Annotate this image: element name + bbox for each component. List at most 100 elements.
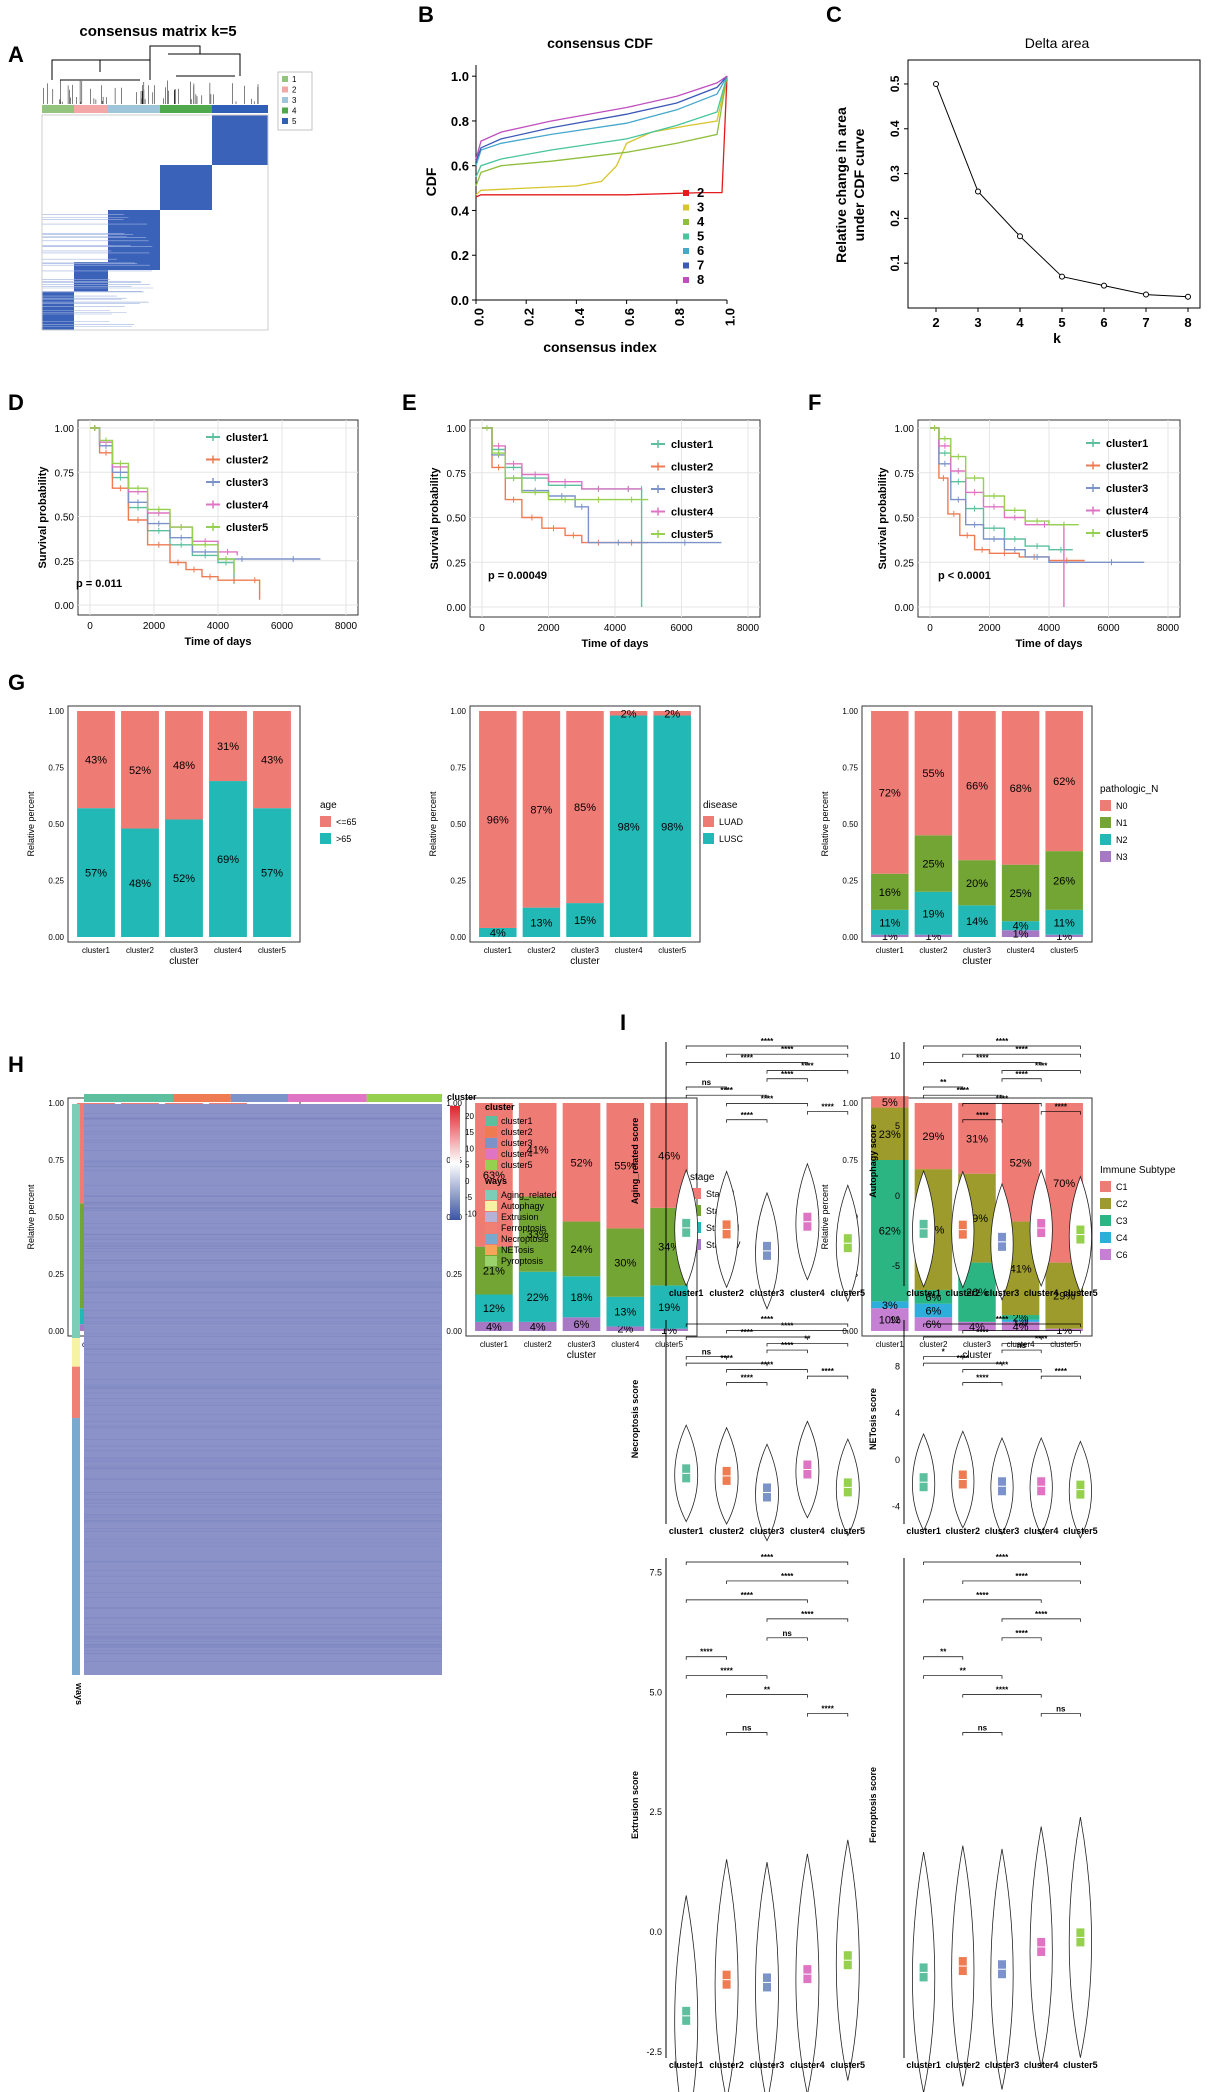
sig-bracket [923,1561,1081,1565]
bar-value-label: 2% [664,708,680,720]
plot-frame [907,59,1201,309]
bar-segment-stageiii [518,1271,557,1322]
y-axis-label: Ferroptosis score [868,1767,878,1843]
x-axis-label: Time of days [184,636,251,648]
bar-value-label: 19% [922,908,944,920]
sig-bracket [923,1086,964,1090]
legend-swatch [485,1116,497,1126]
violin-panel: Necroptosis score cluster1 cluster2 cluster… [630,1315,865,1542]
violin-panel: Ferroptosis score cluster1 cluster2 cluster… [868,1553,1098,2092]
sig-bracket [1001,1343,1081,1347]
y-axis-label: Extrusion score [630,1771,640,1839]
bar-segment-n2 [958,905,996,937]
cluster-bar-segment [42,105,74,113]
y-tick-label: 0.25 [446,1270,462,1279]
y-tick-label: 0.75 [842,764,858,773]
x-tick-label: cluster5 [1063,2060,1098,2070]
bar-value-label: 6% [925,1305,941,1317]
y-tick-label: 5.0 [649,1687,662,1697]
p-value: p < 0.0001 [938,570,991,582]
y-tick-label: 2.5 [649,1807,662,1817]
bar-value-label: 52% [173,873,195,885]
panel-letter-d: D [8,390,24,415]
y-tick-label: 0 [895,1191,900,1201]
x-tick-label: cluster3 [985,1526,1020,1536]
cdf-line-k8 [475,75,728,160]
legend-swatch [1100,1249,1111,1260]
legend-swatch [485,1234,497,1244]
legend-label: 4 [292,107,297,116]
km-censor-marks [934,425,1065,528]
bar-segment-luad [609,711,648,716]
legend-label: Extrusion [501,1212,539,1222]
p-value: p = 0.00049 [488,570,547,582]
legend-label: Pyroptosis [501,1256,544,1266]
violin-panel: NETosis score 12 8 4 0 -4 cluster1 cluster2 clus… [868,1315,1098,1539]
legend-label: 5 [697,229,704,244]
legend-swatch [1100,1181,1111,1192]
bar-value-label: 52% [570,1157,592,1169]
panel-letter-c: C [826,2,842,27]
legend-label: cluster5 [501,1160,533,1170]
legend-swatch [485,1223,497,1233]
sig-bracket [962,1732,1003,1736]
legend-label: N2 [1116,835,1128,845]
sig-bracket [962,1382,1003,1386]
sig-label: **** [957,1086,970,1095]
matrix-noise [42,214,154,327]
bar-value-label: 20% [966,878,988,890]
x-tick-label: cluster2 [919,946,948,955]
x-axis-label: cluster [567,1350,597,1361]
x-tick-label: cluster4 [790,2060,825,2070]
col-annotation-segment [288,1094,367,1102]
legend-label: cluster3 [226,477,268,489]
bar-value-label: 11% [1054,917,1075,929]
row-annotation-segment [72,1104,80,1339]
sig-label: **** [821,1705,834,1714]
legend-label: cluster1 [1106,438,1148,450]
bar-segment-c2 [871,1107,909,1160]
bar-value-label: 3% [882,1300,898,1312]
legend-label: 2 [292,86,297,95]
y-axis-label: Survival probability [37,466,49,569]
violin-panel: Aging_related score cluster1 cluster2 clust… [630,1037,865,1310]
bar-segment-n1 [914,835,953,892]
x-tick-label: cluster3 [567,1340,596,1349]
x-tick-label: 0.6 [622,308,637,326]
bar-value-label: 14% [966,916,988,928]
x-axis-label: Time of days [1015,638,1082,650]
legend-label: C6 [1116,1250,1128,1260]
sig-label: **** [741,1111,754,1120]
x-tick-label: cluster4 [790,1288,825,1298]
x-tick-label: 2000 [143,621,166,632]
bar-value-label: 2% [1013,1312,1029,1324]
bar-value-label: 33% [527,1229,549,1241]
bar-segment-65 [209,781,247,937]
bar-segment-c3 [914,1289,953,1304]
panel-h: clusterways20151050-5-10clustercluster1c… [72,1092,557,1705]
sig-label: **** [996,1315,1009,1324]
bar-value-label: 4% [486,1321,502,1333]
y-tick-label: 5 [895,1121,900,1131]
bar-value-label: 18% [570,1292,592,1304]
sig-bracket [1001,1078,1042,1082]
row-annotation-segment [72,1338,80,1367]
y-axis-label: Relative percent [820,1184,830,1250]
legend-swatch [485,1256,497,1266]
legend-label: cluster3 [671,484,713,496]
y-tick-label: 1.00 [842,1099,858,1108]
y-tick-label: 0.0 [649,1927,662,1937]
x-tick-label: cluster4 [214,946,243,955]
x-tick-label: 6 [1100,315,1107,330]
x-tick-label: cluster4 [611,1340,640,1349]
x-tick-label: cluster3 [750,1288,785,1298]
col-annotation-label: cluster [447,1092,477,1102]
x-tick-label: cluster1 [669,2060,704,2070]
sig-label: **** [976,1591,989,1600]
sig-bracket [685,1656,727,1660]
y-tick-label: 0.00 [842,1327,858,1336]
x-tick-label: cluster1 [669,1526,704,1536]
bar-value-label: 2% [617,1324,633,1336]
bar-value-label: 22% [527,1292,549,1304]
